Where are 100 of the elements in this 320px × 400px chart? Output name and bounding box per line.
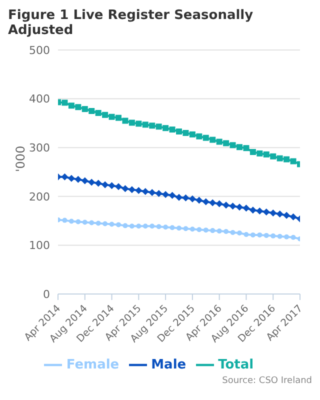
point <box>202 198 210 206</box>
point <box>210 136 216 143</box>
point <box>142 122 148 128</box>
point <box>176 226 182 231</box>
point <box>149 122 156 129</box>
point <box>263 151 270 158</box>
chart-title: Figure 1 Live Register Seasonally Adjusted <box>8 8 254 38</box>
point <box>270 153 276 160</box>
point <box>216 200 223 208</box>
point <box>89 220 94 226</box>
point <box>68 102 74 109</box>
point <box>128 186 136 194</box>
point <box>61 173 68 180</box>
point <box>270 209 277 216</box>
point <box>249 206 256 214</box>
point <box>74 176 82 183</box>
point <box>162 190 170 198</box>
point <box>109 222 114 227</box>
point <box>102 112 108 118</box>
point <box>129 224 134 229</box>
point <box>81 177 88 184</box>
point <box>189 131 196 138</box>
point <box>190 226 195 232</box>
point <box>236 144 242 150</box>
point <box>156 124 162 130</box>
point <box>75 104 82 110</box>
point <box>203 228 208 233</box>
line-series <box>58 217 300 242</box>
point <box>188 195 196 202</box>
point <box>183 226 188 232</box>
point <box>68 174 75 182</box>
point <box>162 125 169 132</box>
y-tick-label: 0 <box>43 288 50 301</box>
source-note: Source: CSO Ireland <box>221 376 312 386</box>
point <box>276 155 283 162</box>
point <box>102 221 108 226</box>
point <box>122 223 128 228</box>
point <box>290 213 297 220</box>
y-tick-label: 100 <box>29 239 50 252</box>
point <box>196 196 203 204</box>
point <box>216 138 222 145</box>
point <box>229 202 236 210</box>
point <box>277 234 282 239</box>
point <box>108 114 115 120</box>
point <box>244 232 249 237</box>
point <box>62 100 68 106</box>
point <box>230 230 236 236</box>
point <box>284 234 290 240</box>
point <box>276 210 284 218</box>
point <box>290 158 296 164</box>
point <box>262 208 270 216</box>
point <box>96 220 101 226</box>
point <box>256 208 264 215</box>
point <box>250 148 256 155</box>
y-tick-label: 300 <box>29 142 50 155</box>
point <box>209 199 216 206</box>
point <box>236 204 243 211</box>
point <box>168 192 176 199</box>
legend-label: Female <box>66 358 120 373</box>
point <box>95 110 102 116</box>
point <box>243 145 250 152</box>
point <box>163 224 168 230</box>
point <box>176 194 182 201</box>
point <box>216 228 222 234</box>
point <box>116 114 122 121</box>
point <box>150 224 155 229</box>
point <box>196 133 202 140</box>
point <box>283 212 290 219</box>
point <box>148 188 156 196</box>
y-tick-label: 200 <box>29 190 50 204</box>
point <box>136 120 142 127</box>
y-tick-label: 500 <box>29 44 50 57</box>
point <box>135 187 142 194</box>
point <box>242 204 250 212</box>
point <box>250 232 256 238</box>
point <box>202 134 209 141</box>
point <box>284 156 290 162</box>
point <box>223 140 230 146</box>
point <box>136 224 142 229</box>
point <box>68 218 74 224</box>
point <box>115 183 122 190</box>
point <box>142 224 148 229</box>
point <box>230 142 236 148</box>
point <box>170 225 175 230</box>
point <box>290 234 296 240</box>
point <box>169 126 176 133</box>
point <box>196 227 202 232</box>
legend-label: Total <box>218 358 254 373</box>
point <box>116 222 121 228</box>
point <box>264 232 269 238</box>
point <box>270 233 276 238</box>
point <box>222 202 230 209</box>
y-tick-label: 400 <box>29 92 50 106</box>
point <box>94 180 102 187</box>
point <box>224 229 229 234</box>
legend-label: Male <box>151 358 186 373</box>
point <box>108 182 116 190</box>
point <box>256 150 263 156</box>
point <box>88 178 96 186</box>
point <box>176 128 182 134</box>
